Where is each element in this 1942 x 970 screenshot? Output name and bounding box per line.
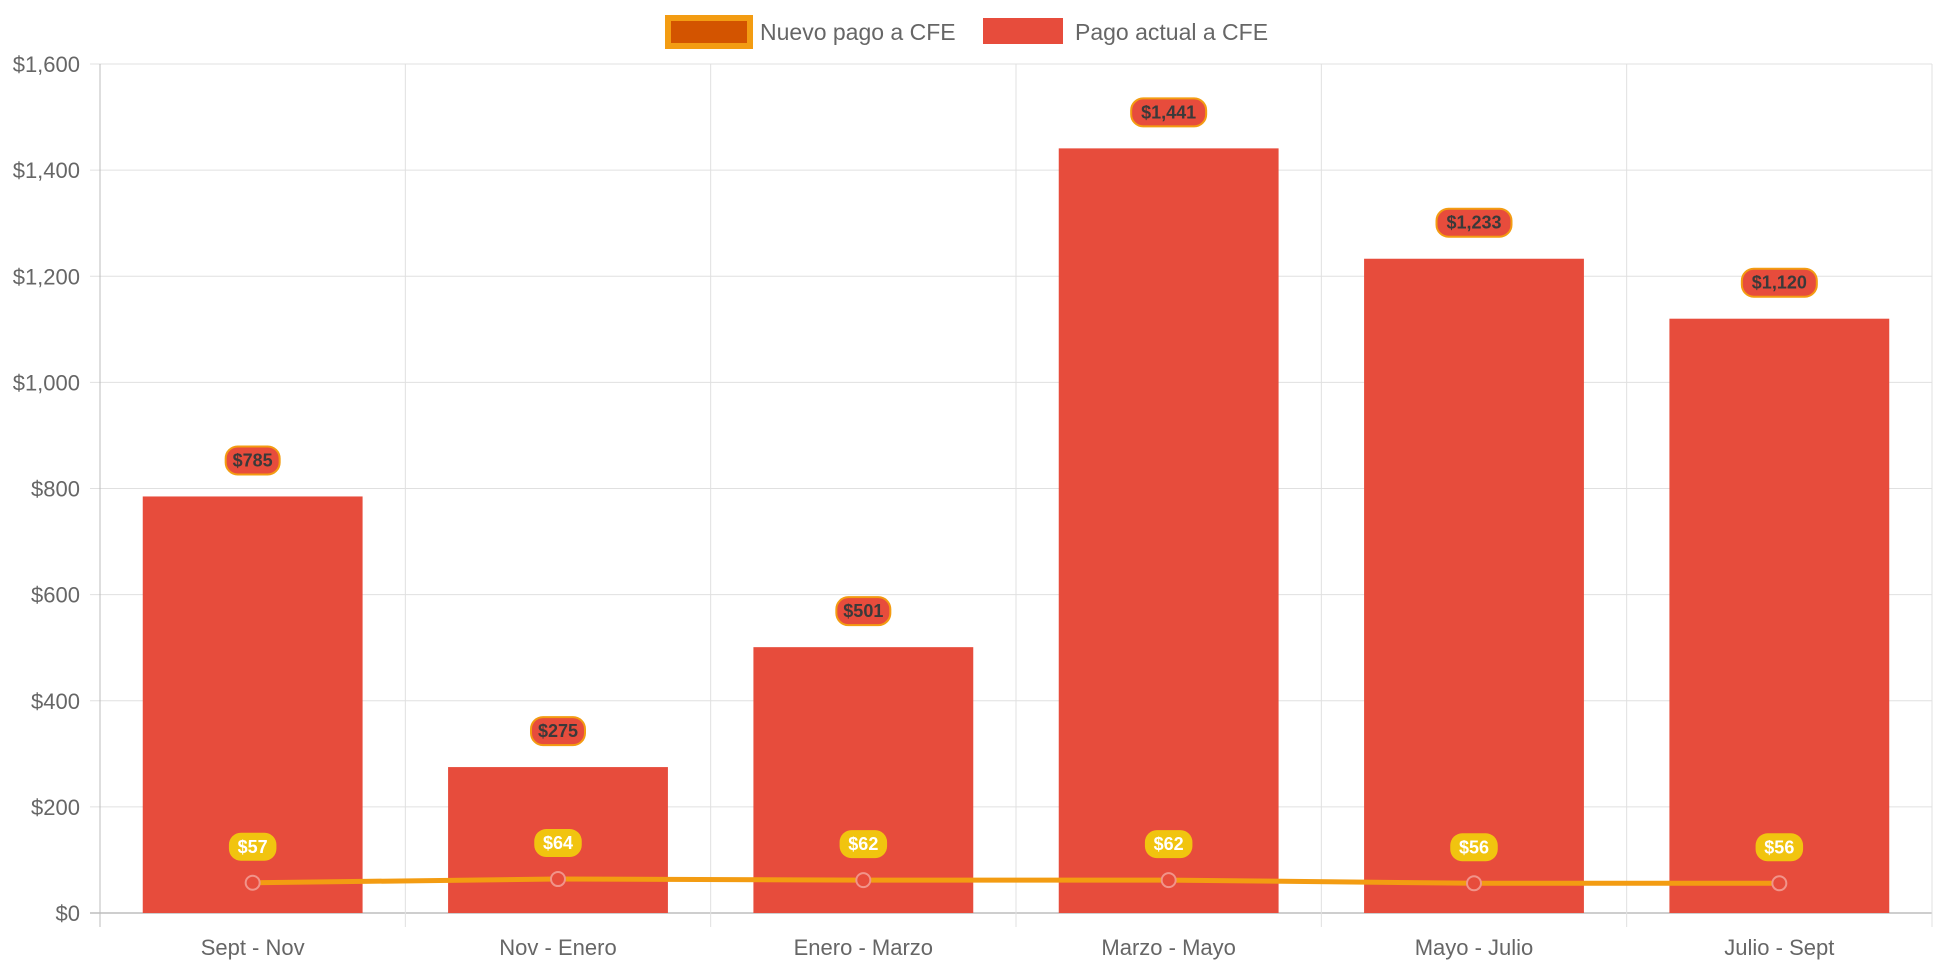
line-data-label-text: $62 (1154, 834, 1184, 854)
bar-data-label-mayo-julio: $1,233 (1435, 207, 1513, 238)
line-data-label-enero-marzo: $62 (839, 830, 888, 859)
legend-label-nuevo-pago: Nuevo pago a CFE (760, 19, 956, 45)
line-data-label-pill (1144, 830, 1193, 859)
x-tick-label-nov-enero: Nov - Enero (499, 935, 616, 960)
y-tick-label: $1,400 (13, 158, 80, 183)
y-tick-label: $200 (31, 795, 80, 820)
bar-series (142, 148, 1890, 913)
line-data-label-nov-enero: $64 (534, 829, 582, 858)
legend-item-pago-actual[interactable]: Pago actual a CFE (983, 18, 1268, 45)
y-axis-ticks: $0 $200 $400 $600 $800 $1,000 $1,200 $1,400 $1,6… (13, 52, 80, 926)
bar-data-label-pill (1435, 207, 1513, 238)
line-data-label-text: $57 (238, 837, 268, 857)
bar-enero-marzo (753, 647, 974, 913)
bar-mayo-julio (1364, 258, 1584, 913)
line-point-mayo-julio (1466, 875, 1482, 892)
x-axis-ticks: Sept - Nov Nov - Enero Enero - Marzo Marzo … (201, 935, 1835, 960)
y-tick-label: $600 (31, 583, 80, 608)
bar-data-label-sept-nov: $785 (224, 445, 281, 476)
line-data-label-sept-nov: $57 (228, 832, 277, 861)
bar-data-label-text: $501 (843, 601, 883, 621)
line-data-label-pill (839, 830, 888, 859)
line-data-label-pill (228, 832, 277, 861)
y-tick-label: $0 (56, 901, 80, 926)
y-tick-label: $1,200 (13, 264, 80, 289)
line-point-enero-marzo (855, 872, 872, 889)
bar-data-label-pill (224, 445, 281, 476)
bar-data-label-pill (1740, 267, 1818, 298)
x-tick-label-sept-nov: Sept - Nov (201, 935, 305, 960)
y-tick-label: $1,600 (13, 52, 80, 77)
line-data-label-pill (1755, 833, 1804, 862)
bar-data-label-text: $1,233 (1446, 213, 1501, 233)
legend-item-nuevo-pago[interactable]: Nuevo pago a CFE (665, 15, 956, 49)
y-tick-label: $1,000 (13, 370, 80, 395)
bar-data-label-julio-sept: $1,120 (1740, 267, 1818, 298)
grid-lines (90, 63, 1933, 927)
line-series (244, 871, 1788, 892)
legend: Nuevo pago a CFE Pago actual a CFE (665, 15, 1268, 49)
line-data-label-mayo-julio: $56 (1450, 833, 1498, 862)
line-point-sept-nov (244, 874, 261, 891)
x-tick-label-enero-marzo: Enero - Marzo (794, 935, 933, 960)
bar-data-labels: $785 $275 $501 $1,441 $1,233 $1,120 (224, 97, 1818, 747)
bar-data-label-text: $785 (233, 450, 273, 470)
line-data-label-pill (534, 829, 582, 858)
line-point-nov-enero (550, 871, 566, 888)
legend-swatch-nuevo-pago (665, 15, 753, 49)
y-tick-label: $800 (31, 477, 80, 502)
x-tick-label-mayo-julio: Mayo - Julio (1415, 935, 1534, 960)
legend-label-pago-actual: Pago actual a CFE (1075, 19, 1268, 45)
line-point-julio-sept (1771, 875, 1788, 892)
line-point-marzo-mayo (1160, 872, 1177, 889)
bar-marzo-mayo (1058, 148, 1279, 913)
bar-data-label-pill (835, 596, 892, 627)
line-data-labels: $57 $64 $62 $62 $56 $56 (228, 829, 1804, 862)
line-data-label-text: $62 (848, 834, 878, 854)
bar-julio-sept (1669, 318, 1890, 913)
line-data-label-pill (1450, 833, 1498, 862)
line-nuevo-pago (252, 876, 1780, 886)
line-data-label-julio-sept: $56 (1755, 833, 1804, 862)
x-tick-label-julio-sept: Julio - Sept (1724, 935, 1834, 960)
bar-data-label-marzo-mayo: $1,441 (1130, 97, 1208, 128)
bar-data-label-nov-enero: $275 (530, 716, 586, 747)
line-data-label-text: $56 (1764, 837, 1794, 857)
bar-data-label-text: $1,441 (1141, 102, 1196, 122)
line-data-label-text: $56 (1459, 837, 1489, 857)
line-data-label-text: $64 (543, 833, 573, 853)
line-data-label-marzo-mayo: $62 (1144, 830, 1193, 859)
y-tick-label: $400 (31, 689, 80, 714)
bar-data-label-enero-marzo: $501 (835, 596, 892, 627)
bar-data-label-pill (1130, 97, 1208, 128)
legend-swatch-pago-actual (983, 18, 1063, 44)
x-tick-label-marzo-mayo: Marzo - Mayo (1101, 935, 1235, 960)
bar-data-label-pill (530, 716, 586, 747)
bar-data-label-text: $275 (538, 721, 578, 741)
bar-data-label-text: $1,120 (1752, 273, 1807, 293)
